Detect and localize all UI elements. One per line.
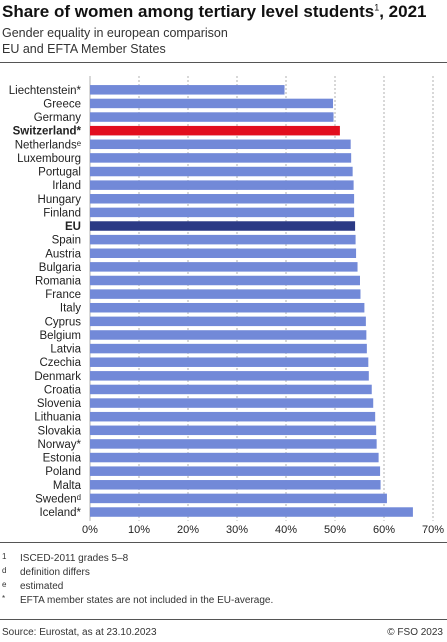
x-tick-label: 0%: [82, 524, 98, 536]
bar: [90, 180, 354, 190]
bar: [90, 289, 361, 299]
bar: [90, 343, 367, 354]
bar: [90, 248, 357, 258]
category-label: Cyprus: [45, 316, 82, 328]
bar: [90, 275, 360, 286]
category-label: Latvia: [50, 344, 81, 356]
category-label: Swedenᵈ: [35, 493, 81, 505]
category-label: Bulgaria: [39, 262, 82, 274]
category-label: Estonia: [43, 453, 82, 465]
category-label: France: [45, 289, 81, 301]
copyright: © FSO 2023: [387, 627, 443, 638]
bar: [90, 98, 334, 109]
header-rule: [0, 62, 447, 63]
footnote-star: * EFTA member states are not included in …: [2, 594, 274, 606]
bar: [90, 452, 379, 463]
category-label: Lithuania: [34, 412, 81, 424]
bar: [90, 371, 369, 381]
x-tick-label: 10%: [128, 524, 150, 536]
bar: [90, 302, 365, 313]
category-label: Slovenia: [37, 398, 82, 410]
category-label: Liechtenstein*: [9, 85, 82, 97]
category-label: EU: [65, 221, 81, 233]
x-tick-label: 30%: [226, 524, 248, 536]
category-label: Germany: [34, 112, 82, 124]
category-label: Denmark: [34, 371, 81, 383]
chart-bottom-rule: [0, 542, 447, 543]
bar: [90, 153, 352, 163]
chart-title: Share of women among tertiary level stud…: [2, 2, 427, 21]
bar: [90, 480, 381, 490]
bar: [90, 316, 366, 327]
bar: [90, 194, 355, 204]
category-label: Norway*: [38, 439, 82, 451]
category-label: Netherlandsᵉ: [15, 139, 81, 151]
bar: [90, 466, 381, 476]
bar-chart: Liechtenstein*GreeceGermanySwitzerland*N…: [9, 76, 444, 536]
x-tick-label: 20%: [177, 524, 199, 536]
category-label: Belgium: [39, 330, 81, 342]
bar: [90, 398, 374, 408]
bar: [90, 112, 334, 122]
bar: [90, 207, 355, 218]
footer-rule: [0, 619, 447, 620]
category-label: Iceland*: [39, 507, 81, 519]
bar: [90, 166, 353, 177]
bar: [90, 125, 340, 136]
bar: [90, 411, 376, 422]
category-label: Malta: [53, 480, 82, 492]
footnote-e: e estimated: [2, 580, 64, 592]
bar: [90, 384, 372, 395]
category-label: Croatia: [44, 384, 82, 396]
bar: [90, 139, 351, 150]
bar: [90, 221, 356, 231]
source-note: Source: Eurostat, as at 23.10.2023: [2, 627, 157, 638]
category-label: Poland: [45, 466, 81, 478]
bar: [90, 493, 387, 504]
bar: [90, 439, 377, 449]
category-label: Romania: [35, 275, 82, 287]
category-label: Czechia: [39, 357, 81, 369]
category-label: Italy: [60, 303, 81, 315]
bar: [90, 234, 356, 245]
x-tick-label: 70%: [422, 524, 444, 536]
bar: [90, 507, 413, 517]
category-label: Switzerland*: [13, 126, 82, 138]
bar: [90, 357, 369, 367]
bar: [90, 85, 285, 95]
chart-subtitle-2: EU and EFTA Member States: [2, 42, 166, 56]
bar: [90, 262, 358, 272]
category-label: Portugal: [38, 167, 81, 179]
x-tick-label: 60%: [373, 524, 395, 536]
bar: [90, 330, 367, 340]
category-label: Austria: [45, 248, 81, 260]
category-label: Slovakia: [38, 425, 82, 437]
category-label: Hungary: [38, 194, 82, 206]
x-tick-label: 50%: [324, 524, 346, 536]
footnote-d: d definition differs: [2, 566, 90, 578]
category-label: Irland: [52, 180, 81, 192]
footnote-1: 1 ISCED-2011 grades 5–8: [2, 552, 129, 564]
category-label: Luxembourg: [17, 153, 81, 165]
chart-subtitle: Gender equality in european comparison: [2, 26, 228, 40]
category-label: Greece: [43, 98, 81, 110]
category-label: Finland: [43, 207, 81, 219]
x-tick-label: 40%: [275, 524, 297, 536]
bar: [90, 425, 377, 436]
category-label: Spain: [52, 235, 81, 247]
